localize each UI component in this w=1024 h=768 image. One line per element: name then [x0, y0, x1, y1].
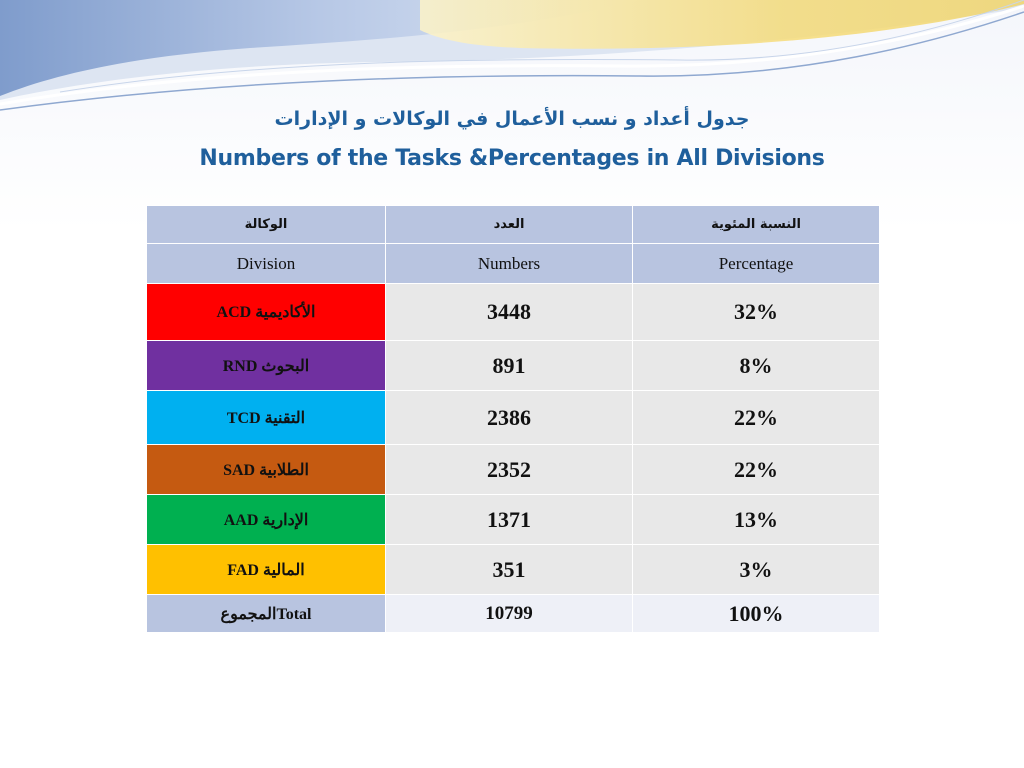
number-cell: 2386: [385, 390, 633, 445]
tasks-percentages-table: الوكالة العدد النسبة المئوية Division Nu…: [146, 205, 880, 633]
table-row: RND البحوث 891 8%: [146, 340, 880, 391]
header-numbers-english: Numbers: [385, 243, 633, 284]
table-row: AAD الإدارية 1371 13%: [146, 494, 880, 545]
table-row: TCD التقنية 2386 22%: [146, 390, 880, 445]
division-cell-acd: ACD الأكاديمية: [146, 283, 386, 341]
table-row: FAD المالية 351 3%: [146, 544, 880, 595]
total-row: المجموعTotal 10799 100%: [146, 594, 880, 633]
percentage-cell: 22%: [632, 390, 880, 445]
header-row-arabic: الوكالة العدد النسبة المئوية: [146, 205, 880, 244]
number-cell: 351: [385, 544, 633, 595]
division-cell-aad: AAD الإدارية: [146, 494, 386, 545]
number-cell: 2352: [385, 444, 633, 495]
percentage-cell: 22%: [632, 444, 880, 495]
division-cell-tcd: TCD التقنية: [146, 390, 386, 445]
header-swoosh-decoration: [0, 0, 1024, 111]
number-cell: 891: [385, 340, 633, 391]
table-row: ACD الأكاديمية 3448 32%: [146, 283, 880, 341]
total-number: 10799: [385, 594, 633, 633]
header-division-english: Division: [146, 243, 386, 284]
division-cell-rnd: RND البحوث: [146, 340, 386, 391]
header-row-english: Division Numbers Percentage: [146, 243, 880, 284]
percentage-cell: 13%: [632, 494, 880, 545]
division-cell-fad: FAD المالية: [146, 544, 386, 595]
header-percentage-english: Percentage: [632, 243, 880, 284]
number-cell: 3448: [385, 283, 633, 341]
total-percentage: 100%: [632, 594, 880, 633]
table-row: SAD الطلابية 2352 22%: [146, 444, 880, 495]
division-cell-sad: SAD الطلابية: [146, 444, 386, 495]
page-title-arabic: جدول أعداد و نسب الأعمال في الوكالات و ا…: [274, 108, 750, 130]
percentage-cell: 8%: [632, 340, 880, 391]
percentage-cell: 3%: [632, 544, 880, 595]
header-division-arabic: الوكالة: [146, 205, 386, 244]
header-percentage-arabic: النسبة المئوية: [632, 205, 880, 244]
page-title-english: Numbers of the Tasks &Percentages in All…: [199, 146, 825, 171]
header-numbers-arabic: العدد: [385, 205, 633, 244]
percentage-cell: 32%: [632, 283, 880, 341]
number-cell: 1371: [385, 494, 633, 545]
total-label: المجموعTotal: [146, 594, 386, 633]
